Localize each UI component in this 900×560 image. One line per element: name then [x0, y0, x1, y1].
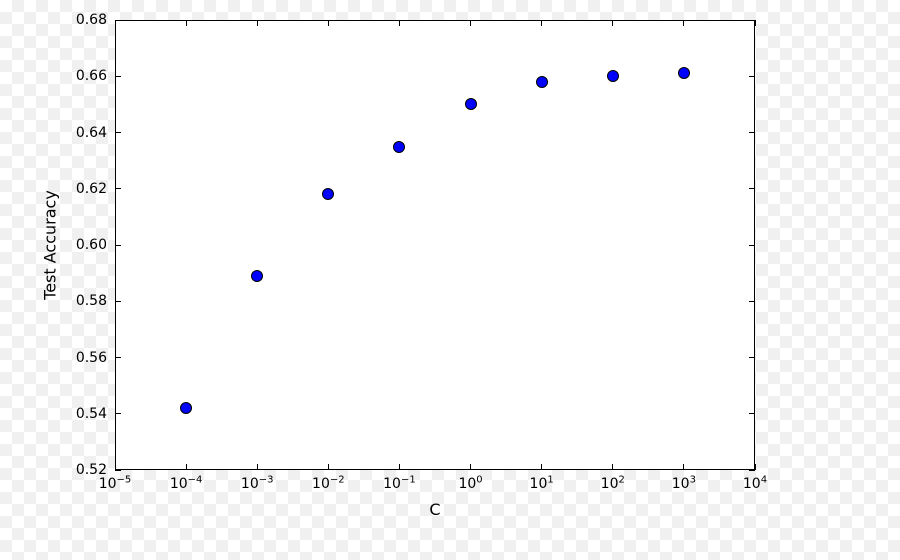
x-tick — [541, 464, 542, 470]
x-tick-label: 10−2 — [312, 476, 345, 492]
x-tick — [399, 20, 400, 26]
x-tick-label: 101 — [530, 476, 554, 492]
y-tick — [115, 245, 121, 246]
y-tick-label: 0.68 — [76, 12, 107, 28]
x-tick — [470, 464, 471, 470]
x-tick — [115, 20, 116, 26]
x-tick — [186, 20, 187, 26]
y-tick-label: 0.52 — [76, 462, 107, 478]
y-tick — [749, 470, 755, 471]
x-tick — [683, 20, 684, 26]
x-tick — [612, 464, 613, 470]
y-tick-label: 0.66 — [76, 68, 107, 84]
x-tick — [186, 464, 187, 470]
x-tick — [470, 20, 471, 26]
y-tick — [115, 76, 121, 77]
y-tick — [115, 20, 121, 21]
y-tick — [749, 245, 755, 246]
x-tick-label: 103 — [672, 476, 696, 492]
x-tick-label: 10−1 — [383, 476, 416, 492]
x-tick-label: 102 — [601, 476, 625, 492]
y-tick-label: 0.60 — [76, 237, 107, 253]
y-tick — [115, 357, 121, 358]
data-point — [393, 141, 405, 153]
y-tick-label: 0.62 — [76, 181, 107, 197]
data-point — [465, 98, 477, 110]
y-tick-label: 0.56 — [76, 350, 107, 366]
y-tick — [749, 132, 755, 133]
x-tick — [328, 20, 329, 26]
data-point — [180, 402, 192, 414]
x-tick — [328, 464, 329, 470]
y-tick-label: 0.54 — [76, 406, 107, 422]
y-tick — [749, 76, 755, 77]
y-tick-label: 0.58 — [76, 293, 107, 309]
y-tick — [749, 188, 755, 189]
y-tick — [749, 357, 755, 358]
y-tick — [749, 413, 755, 414]
data-point — [251, 270, 263, 282]
chart-canvas: 10−5 10−4 10−3 10−2 10−1 100 101 102 103 104 0.52 0… — [0, 0, 900, 560]
y-tick — [749, 301, 755, 302]
y-tick — [115, 413, 121, 414]
x-tick — [257, 20, 258, 26]
y-tick-label: 0.64 — [76, 125, 107, 141]
y-tick — [115, 470, 121, 471]
x-tick — [755, 20, 756, 26]
y-tick — [115, 301, 121, 302]
x-tick-label: 10−5 — [99, 476, 132, 492]
x-tick-label: 10−3 — [241, 476, 274, 492]
y-tick — [115, 132, 121, 133]
x-tick — [541, 20, 542, 26]
y-tick — [749, 20, 755, 21]
x-tick-label: 100 — [458, 476, 482, 492]
data-point — [536, 76, 548, 88]
x-tick — [683, 464, 684, 470]
x-tick — [612, 20, 613, 26]
x-axis-label: C — [429, 500, 440, 519]
x-tick — [257, 464, 258, 470]
plot-area — [115, 20, 755, 470]
data-point — [322, 188, 334, 200]
x-tick — [399, 464, 400, 470]
x-tick-label: 104 — [743, 476, 767, 492]
y-axis-label: Test Accuracy — [41, 190, 60, 300]
x-tick-label: 10−4 — [170, 476, 203, 492]
y-tick — [115, 188, 121, 189]
data-point — [678, 67, 690, 79]
data-point — [607, 70, 619, 82]
